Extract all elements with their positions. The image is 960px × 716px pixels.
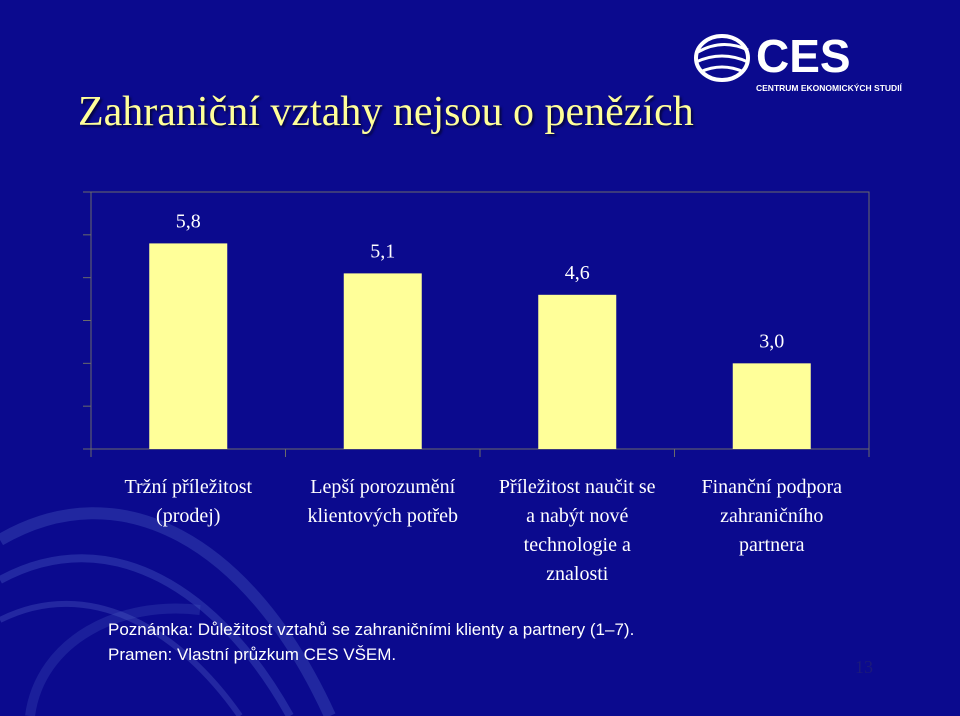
bar-value-label: 3,0 [759, 330, 784, 352]
category-label: partnera [739, 534, 805, 556]
category-label: (prodej) [156, 505, 220, 527]
category-label: zahraničního [720, 505, 823, 527]
category-label: klientových potřeb [307, 505, 458, 527]
bar-1 [149, 243, 228, 449]
category-label: Lepší porozumění [310, 476, 455, 498]
slide-title: Zahraniční vztahy nejsou o penězích [78, 89, 694, 135]
category-label: Finanční podpora [701, 476, 842, 498]
ces-logo: CES CENTRUM EKONOMICKÝCH STUDIÍ [694, 30, 903, 93]
category-label: technologie a [524, 534, 631, 556]
globe-icon [694, 34, 750, 82]
category-label: Příležitost naučit se [499, 476, 656, 498]
logo-subtitle: CENTRUM EKONOMICKÝCH STUDIÍ [756, 82, 903, 93]
chart-source: Pramen: Vlastní průzkum CES VŠEM. [108, 645, 397, 664]
page-number: 13 [855, 657, 873, 677]
bar-value-label: 5,8 [176, 210, 201, 232]
bar-2 [343, 273, 422, 449]
bar-4 [732, 363, 811, 449]
category-label: a nabýt nové [526, 505, 628, 527]
bar-3 [538, 294, 617, 449]
category-label: Tržní příležitost [124, 476, 252, 498]
bar-value-label: 4,6 [565, 262, 590, 284]
logo-text: CES [756, 30, 851, 82]
bar-value-label: 5,1 [370, 240, 395, 262]
category-label: znalosti [546, 563, 609, 585]
chart-note: Poznámka: Důležitost vztahů se zahraničn… [108, 620, 635, 639]
